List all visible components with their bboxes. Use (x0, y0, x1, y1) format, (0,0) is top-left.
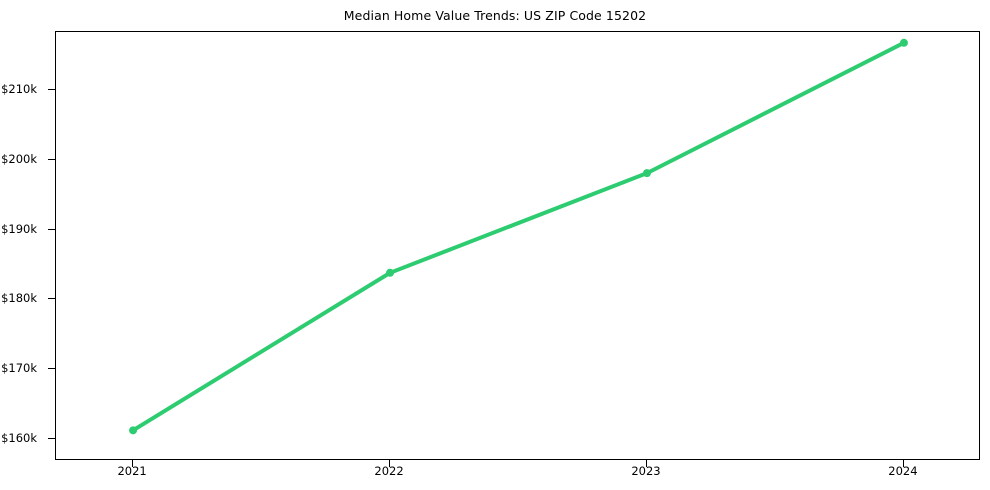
y-axis-tick-label: $160k (1, 430, 37, 445)
y-axis-tick-label: $200k (1, 151, 37, 166)
y-axis-tick-labels: $160k $170k $180k $190k $200k $210k (0, 0, 46, 490)
y-axis-tick-mark (48, 89, 55, 91)
y-axis-tick-label: $210k (1, 82, 37, 97)
x-axis-tick-mark (645, 460, 647, 467)
plot-area (55, 31, 980, 460)
data-point-marker[interactable] (899, 38, 908, 47)
data-point-marker[interactable] (386, 268, 395, 277)
x-axis-tick-label: 2021 (117, 464, 147, 478)
chart-title: Median Home Value Trends: US ZIP Code 15… (343, 8, 647, 23)
y-axis-tick-mark (48, 228, 55, 230)
y-axis-tick-mark (48, 158, 55, 160)
x-axis-tick-mark (902, 460, 904, 467)
y-axis-tick-label: $190k (1, 221, 37, 236)
x-axis-tick-mark (389, 460, 391, 467)
y-axis-tick-label: $180k (1, 291, 37, 306)
x-axis-tick-mark (132, 460, 134, 467)
y-axis-tick-label: $170k (1, 360, 37, 375)
data-point-marker[interactable] (129, 426, 138, 435)
x-axis-tick-label: 2022 (374, 464, 404, 478)
line-series-svg (129, 38, 908, 435)
y-axis-tick-mark (48, 367, 55, 369)
data-point-marker[interactable] (642, 169, 651, 178)
x-axis-tick-label: 2023 (631, 464, 661, 478)
x-axis-tick-label: 2024 (888, 464, 918, 478)
y-axis-tick-mark (48, 437, 55, 439)
y-axis-tick-mark (48, 298, 55, 300)
series-line (131, 40, 906, 433)
